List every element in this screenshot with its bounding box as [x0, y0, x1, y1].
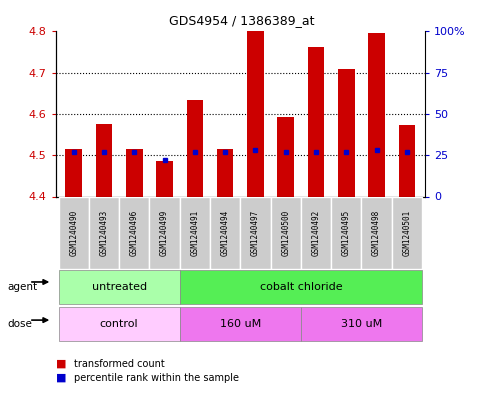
Text: control: control — [100, 319, 139, 329]
Text: 160 uM: 160 uM — [220, 319, 261, 329]
Bar — [180, 270, 422, 304]
Bar — [368, 33, 385, 196]
Bar — [65, 149, 82, 196]
Bar — [338, 68, 355, 196]
Bar — [186, 99, 203, 196]
Text: untreated: untreated — [92, 282, 147, 292]
Bar — [308, 47, 325, 196]
Text: GDS4954 / 1386389_at: GDS4954 / 1386389_at — [169, 14, 314, 27]
Text: agent: agent — [7, 282, 37, 292]
Text: GSM1240495: GSM1240495 — [342, 210, 351, 256]
Text: GSM1240498: GSM1240498 — [372, 210, 381, 256]
Text: GSM1240500: GSM1240500 — [281, 210, 290, 256]
Bar — [361, 196, 392, 269]
Text: GSM1240490: GSM1240490 — [69, 210, 78, 256]
Text: GSM1240499: GSM1240499 — [160, 210, 169, 256]
Bar — [301, 307, 422, 341]
Text: GSM1240493: GSM1240493 — [99, 210, 109, 256]
Bar — [156, 161, 173, 196]
Text: percentile rank within the sample: percentile rank within the sample — [74, 373, 239, 383]
Bar — [217, 149, 233, 196]
Bar — [301, 196, 331, 269]
Bar — [119, 196, 149, 269]
Bar — [241, 196, 270, 269]
Text: GSM1240501: GSM1240501 — [402, 210, 412, 256]
Text: GSM1240496: GSM1240496 — [130, 210, 139, 256]
Bar — [331, 196, 361, 269]
Bar — [96, 124, 113, 196]
Bar — [149, 196, 180, 269]
Bar — [247, 31, 264, 196]
Text: GSM1240494: GSM1240494 — [221, 210, 229, 256]
Bar — [89, 196, 119, 269]
Bar — [58, 307, 180, 341]
Text: GSM1240492: GSM1240492 — [312, 210, 321, 256]
Text: GSM1240497: GSM1240497 — [251, 210, 260, 256]
Bar — [58, 196, 89, 269]
Bar — [180, 196, 210, 269]
Bar — [210, 196, 241, 269]
Bar — [58, 270, 180, 304]
Bar — [126, 149, 142, 196]
Bar — [270, 196, 301, 269]
Text: 310 uM: 310 uM — [341, 319, 382, 329]
Text: ■: ■ — [56, 373, 66, 383]
Text: ■: ■ — [56, 358, 66, 369]
Text: transformed count: transformed count — [74, 358, 165, 369]
Bar — [180, 307, 301, 341]
Bar — [392, 196, 422, 269]
Text: cobalt chloride: cobalt chloride — [259, 282, 342, 292]
Bar — [398, 125, 415, 196]
Text: dose: dose — [7, 319, 32, 329]
Text: GSM1240491: GSM1240491 — [190, 210, 199, 256]
Bar — [277, 117, 294, 196]
